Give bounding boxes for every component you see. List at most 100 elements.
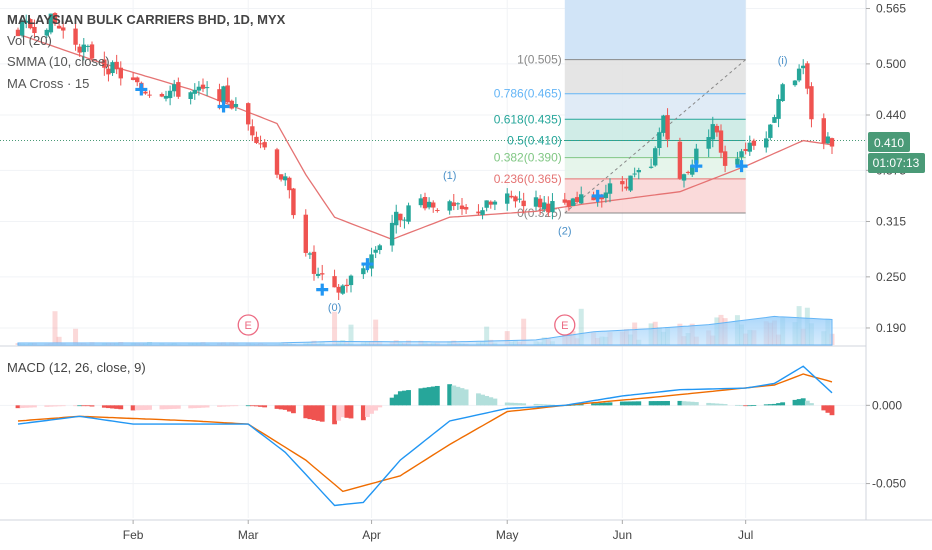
- candle-body: [176, 82, 181, 97]
- price-tick-label: 0.440: [876, 108, 906, 122]
- candle-body: [258, 143, 263, 145]
- macd-histogram-bar: [747, 405, 753, 407]
- candle-body: [550, 201, 555, 213]
- price-tick-label: 0.500: [876, 57, 906, 71]
- candle-body: [307, 253, 313, 255]
- macd-histogram-bar: [665, 401, 670, 406]
- candle-body: [402, 219, 407, 221]
- macd-histogram-bar: [517, 403, 522, 406]
- macd-histogram-bar: [480, 394, 485, 406]
- macd-histogram-bar: [101, 405, 107, 408]
- candle-body: [340, 285, 345, 294]
- indicator-vol-label[interactable]: Vol (20): [7, 33, 52, 48]
- macd-histogram-bar: [315, 405, 321, 421]
- earnings-marker: [554, 314, 576, 336]
- price-tick-label: 0.315: [876, 214, 906, 228]
- macd-histogram-bar: [677, 400, 683, 406]
- macd-histogram-bar: [459, 388, 465, 406]
- macd-histogram-bar: [15, 405, 21, 409]
- macd-histogram-bar: [533, 403, 539, 406]
- macd-histogram-bar: [718, 403, 724, 406]
- candle-body: [85, 45, 91, 47]
- time-tick-label: Feb: [123, 528, 144, 542]
- last-price-value: 0.410: [874, 136, 904, 150]
- candle-body: [509, 195, 514, 198]
- candle-body: [505, 193, 510, 204]
- candle-body: [418, 198, 424, 206]
- candle-body: [681, 174, 687, 181]
- markers-layer: (0) (1) (2) (i) E E: [135, 55, 788, 336]
- macd-histogram-bar: [652, 401, 658, 406]
- candle-body: [492, 201, 498, 205]
- smma-line: [17, 33, 833, 241]
- macd-histogram-bar: [484, 395, 490, 406]
- indicator-smma-label[interactable]: SMMA (10, close): [7, 54, 110, 69]
- macd-histogram-bar: [23, 405, 29, 408]
- countdown-badge: [868, 153, 925, 173]
- macd-histogram-bar: [192, 405, 198, 409]
- macd-histogram-bar: [344, 405, 350, 418]
- candle-body: [735, 158, 740, 165]
- candle-body: [315, 273, 321, 276]
- candle-body: [348, 275, 354, 286]
- macd-histogram-bar: [451, 385, 457, 406]
- macd-histogram-bar: [85, 405, 91, 407]
- ma-cross-marker: [361, 258, 374, 271]
- macd-histogram-bar: [809, 403, 814, 406]
- volume-ma-area: [17, 315, 833, 346]
- volume-bar: [332, 311, 338, 345]
- macd-histogram-bar: [545, 404, 551, 406]
- candle-body: [710, 124, 715, 140]
- fib-band: [564, 93, 746, 120]
- candle-body: [829, 138, 835, 147]
- indicator-macross-label[interactable]: MA Cross · 15: [7, 76, 89, 91]
- macd-histogram-bar: [685, 401, 691, 406]
- macd-histogram-bar: [455, 386, 461, 406]
- macd-histogram-bar: [463, 389, 469, 406]
- macd-histogram-bar: [397, 391, 403, 406]
- candle-body: [513, 196, 518, 202]
- macd-histogram-bar: [282, 405, 288, 410]
- candle-body: [246, 103, 251, 125]
- candle-body: [743, 149, 748, 152]
- candle-body: [801, 65, 806, 69]
- macd-histogram-bar: [628, 401, 633, 406]
- candle-body: [56, 25, 62, 29]
- candle-body: [653, 148, 658, 166]
- candle-body: [135, 77, 140, 83]
- candle-body: [303, 214, 308, 253]
- candle-body: [624, 186, 629, 189]
- fib-level-label: 0.618(0.435): [494, 112, 562, 126]
- macd-histogram-bar: [488, 397, 494, 406]
- candle-body: [61, 27, 66, 31]
- candle-body: [15, 29, 21, 37]
- candle-body: [648, 166, 654, 168]
- candle-body: [772, 117, 777, 123]
- macd-histogram-bar: [492, 398, 498, 406]
- macd-histogram-bar: [143, 405, 148, 410]
- macd-histogram-bar: [578, 404, 584, 406]
- earnings-marker-label: E: [245, 320, 252, 332]
- macd-histogram-bar: [110, 405, 115, 409]
- candle-body: [521, 200, 526, 207]
- volume-bar: [56, 336, 62, 345]
- candle-body: [821, 118, 826, 144]
- ma-cross-marker: [690, 160, 703, 173]
- macd-histogram-bar: [661, 401, 666, 406]
- fib-extension-zone: [564, 0, 746, 60]
- candle-body: [48, 13, 54, 33]
- candle-body: [106, 68, 111, 75]
- candle-body: [825, 136, 831, 144]
- candle-body: [426, 201, 432, 208]
- time-tick-label: Apr: [362, 528, 381, 542]
- macd-title[interactable]: MACD (12, 26, close, 9): [7, 360, 146, 375]
- volume-bar: [348, 324, 354, 345]
- candle-body: [159, 94, 165, 97]
- candle-body: [389, 222, 395, 246]
- candle-body: [217, 89, 222, 102]
- time-tick-label: Jun: [613, 528, 632, 542]
- candle-body: [694, 148, 699, 164]
- macd-histogram-bar: [303, 405, 309, 419]
- candles-layer: [15, 12, 835, 300]
